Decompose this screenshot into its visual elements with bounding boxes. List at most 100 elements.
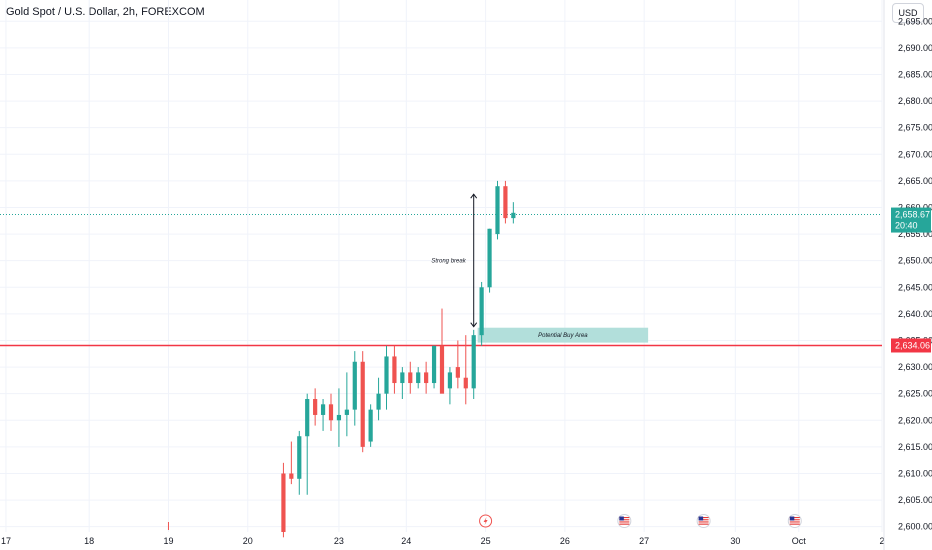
- candle-body: [328, 404, 334, 421]
- candle-body: [313, 399, 318, 415]
- y-tick-label: 2,675.00: [898, 123, 932, 133]
- candle-down: [455, 340, 460, 389]
- candle-up: [368, 404, 373, 447]
- candle-up: [344, 372, 349, 437]
- candle-body: [281, 473, 286, 532]
- flag-stripe: [619, 521, 630, 523]
- flag-stripe: [619, 517, 630, 519]
- candle-body: [495, 186, 500, 235]
- candle-up: [495, 180, 500, 240]
- candle-up: [471, 329, 476, 399]
- candle-down: [360, 351, 365, 453]
- candle-down: [463, 335, 468, 405]
- candle-up: [384, 345, 389, 410]
- candle-body: [289, 473, 294, 479]
- candle-body: [360, 361, 365, 447]
- y-tick-label: 2,690.00: [898, 43, 932, 53]
- candle-body: [408, 372, 413, 384]
- x-tick-label: 25: [481, 536, 491, 546]
- y-tick-label: 2,645.00: [898, 282, 932, 292]
- currency-button[interactable]: USD: [892, 3, 924, 23]
- x-tick-label: 20: [243, 536, 253, 546]
- flag-stripe: [698, 523, 709, 525]
- candle-body: [447, 372, 453, 389]
- candle-body: [344, 409, 349, 415]
- y-tick-label: 2,680.00: [898, 96, 932, 106]
- candle-body: [400, 372, 405, 384]
- buy-area-label: Potential Buy Area: [538, 333, 588, 339]
- candle-body: [376, 393, 381, 410]
- candle-up: [431, 345, 437, 389]
- x-tick-label: Oct: [792, 536, 807, 546]
- x-tick-label: 23: [334, 536, 344, 546]
- candle-body: [424, 372, 429, 384]
- candle-body: [352, 361, 357, 410]
- flag-canton: [698, 516, 704, 521]
- candle-up: [336, 388, 342, 447]
- y-tick-label: 2,660.00: [898, 202, 932, 212]
- candle-body: [384, 356, 389, 394]
- last-price-value: 2,658.67: [895, 210, 930, 220]
- candle-down: [424, 361, 429, 394]
- candle-up: [376, 377, 381, 421]
- candle-up: [305, 393, 310, 495]
- candle-up: [487, 228, 492, 293]
- candle-up: [447, 367, 453, 405]
- candle-body: [439, 345, 445, 394]
- candle-up: [400, 367, 405, 399]
- candle-up: [511, 202, 516, 224]
- candle-up: [352, 351, 357, 426]
- candle-down: [503, 180, 508, 224]
- x-tick-label: 18: [84, 536, 94, 546]
- candle-body: [471, 335, 476, 389]
- last-price-countdown: 20:40: [895, 221, 918, 231]
- us-flag-icon[interactable]: [696, 514, 711, 528]
- flag-canton: [619, 516, 624, 521]
- candle-body: [305, 399, 310, 437]
- y-tick-label: 2,650.00: [898, 256, 932, 266]
- candle-down: [281, 462, 286, 538]
- candle-down: [328, 393, 334, 431]
- flash-icon-bolt: [483, 517, 488, 525]
- candle-down: [289, 441, 294, 485]
- candles: [281, 180, 516, 538]
- arrow-down-icon: [470, 322, 478, 328]
- flag-stripe: [789, 523, 800, 525]
- x-tick-label: 26: [560, 536, 570, 546]
- us-flag-icon[interactable]: [787, 514, 802, 528]
- x-tick-label: 27: [639, 536, 649, 546]
- candle-body: [431, 345, 437, 384]
- candle-body: [320, 404, 326, 415]
- flash-icon[interactable]: [479, 514, 493, 528]
- flag-canton: [789, 516, 795, 521]
- y-tick-label: 2,655.00: [898, 229, 932, 239]
- y-tick-label: 2,695.00: [898, 16, 932, 26]
- candle-body: [416, 372, 421, 384]
- flag-stripe: [789, 521, 800, 523]
- y-tick-label: 2,670.00: [898, 149, 932, 159]
- drawings: Potential Buy Area Strong break: [0, 193, 882, 347]
- y-tick-label: 2,605.00: [898, 495, 932, 505]
- candle-body: [463, 377, 468, 389]
- chart-title: Gold Spot / U.S. Dollar, 2h, FOREXCOM: [6, 6, 205, 18]
- flag-stripe: [789, 519, 800, 521]
- candle-up: [297, 430, 302, 495]
- candle-down: [439, 308, 445, 394]
- event-markers: [479, 514, 802, 528]
- candle-body: [297, 436, 302, 479]
- y-tick-label: 2,600.00: [898, 522, 932, 532]
- us-flag-icon[interactable]: [617, 514, 632, 528]
- buy-area-box: [477, 327, 649, 343]
- candle-body: [368, 409, 373, 442]
- x-tick-label: 17: [1, 536, 11, 546]
- candle-up: [320, 399, 326, 431]
- x-tick-label: 30: [730, 536, 740, 546]
- candle-down: [408, 361, 413, 394]
- arrow-up-icon: [470, 193, 478, 199]
- candle-body: [455, 367, 460, 378]
- candle-body: [503, 186, 508, 219]
- flag-stripe: [698, 517, 709, 519]
- candle-body: [336, 414, 342, 421]
